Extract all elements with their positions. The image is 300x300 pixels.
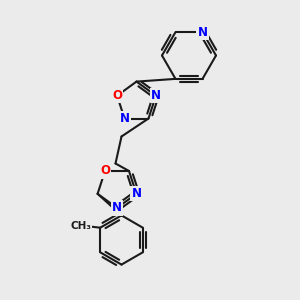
Text: N: N bbox=[131, 187, 141, 200]
Text: N: N bbox=[151, 89, 161, 102]
Text: N: N bbox=[119, 112, 130, 125]
Text: N: N bbox=[197, 26, 208, 39]
Text: CH₃: CH₃ bbox=[70, 221, 91, 231]
Text: O: O bbox=[100, 164, 110, 178]
Text: O: O bbox=[112, 89, 122, 102]
Text: N: N bbox=[112, 201, 122, 214]
